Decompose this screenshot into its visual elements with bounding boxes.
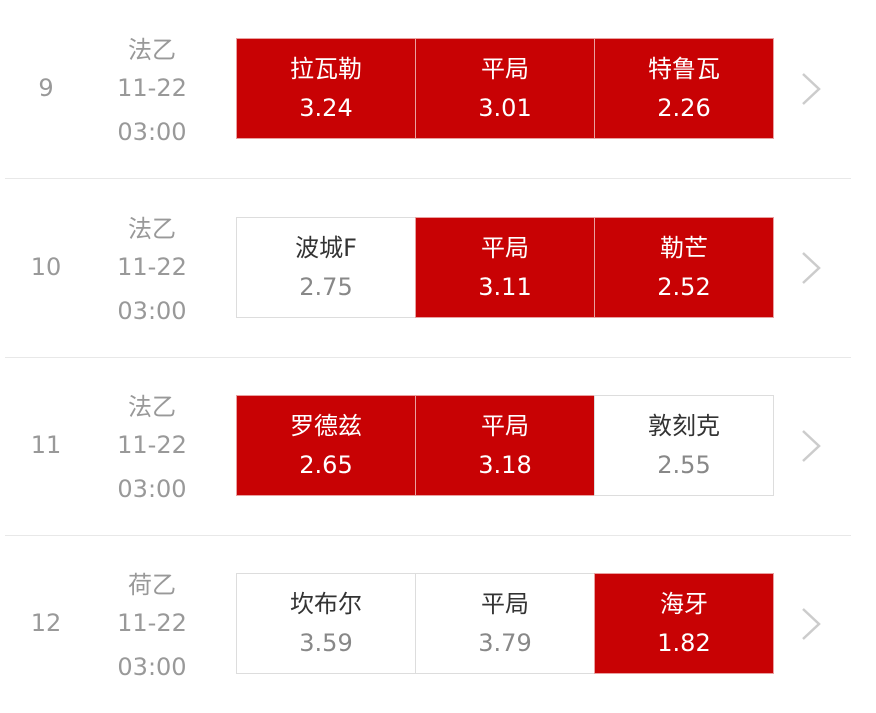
option-label: 平局 bbox=[481, 412, 529, 440]
option-odds: 3.59 bbox=[299, 629, 353, 657]
odds-option[interactable]: 勒芒 2.52 bbox=[594, 217, 774, 318]
chevron-right-icon[interactable] bbox=[800, 429, 822, 463]
option-odds: 1.82 bbox=[657, 629, 711, 657]
match-number: 12 bbox=[30, 609, 62, 637]
odds-option[interactable]: 平局 3.01 bbox=[415, 38, 595, 139]
chevron-right-icon[interactable] bbox=[800, 251, 822, 285]
option-label: 平局 bbox=[481, 55, 529, 83]
odds-option[interactable]: 敦刻克 2.55 bbox=[594, 395, 774, 496]
odds-option[interactable]: 平局 3.18 bbox=[415, 395, 595, 496]
match-row: 11 法乙 11-22 03:00 罗德兹 2.65 平局 3.18 敦刻克 2… bbox=[0, 357, 876, 536]
odds-group: 波城F 2.75 平局 3.11 勒芒 2.52 bbox=[236, 217, 774, 318]
match-date: 11-22 bbox=[117, 253, 187, 281]
match-date: 11-22 bbox=[117, 431, 187, 459]
option-label: 坎布尔 bbox=[290, 590, 362, 618]
match-date: 11-22 bbox=[117, 74, 187, 102]
odds-option[interactable]: 特鲁瓦 2.26 bbox=[594, 38, 774, 139]
odds-option[interactable]: 拉瓦勒 3.24 bbox=[236, 38, 416, 139]
match-number: 10 bbox=[30, 253, 62, 281]
odds-option[interactable]: 海牙 1.82 bbox=[594, 573, 774, 674]
match-time: 03:00 bbox=[117, 118, 187, 146]
option-odds: 2.26 bbox=[657, 94, 711, 122]
option-odds: 2.55 bbox=[657, 451, 711, 479]
row-divider bbox=[5, 535, 851, 536]
option-label: 勒芒 bbox=[660, 234, 708, 262]
odds-option[interactable]: 波城F 2.75 bbox=[236, 217, 416, 318]
odds-group: 拉瓦勒 3.24 平局 3.01 特鲁瓦 2.26 bbox=[236, 38, 774, 139]
option-odds: 3.11 bbox=[478, 273, 532, 301]
option-odds: 3.01 bbox=[478, 94, 532, 122]
match-date: 11-22 bbox=[117, 609, 187, 637]
match-time: 03:00 bbox=[117, 297, 187, 325]
match-time: 03:00 bbox=[117, 653, 187, 681]
option-odds: 2.65 bbox=[299, 451, 353, 479]
option-label: 罗德兹 bbox=[290, 412, 362, 440]
league-name: 法乙 bbox=[128, 393, 176, 421]
option-odds: 2.52 bbox=[657, 273, 711, 301]
match-row: 9 法乙 11-22 03:00 拉瓦勒 3.24 平局 3.01 特鲁瓦 2.… bbox=[0, 0, 876, 179]
option-label: 平局 bbox=[481, 234, 529, 262]
option-label: 敦刻克 bbox=[648, 412, 720, 440]
odds-group: 坎布尔 3.59 平局 3.79 海牙 1.82 bbox=[236, 573, 774, 674]
league-name: 荷乙 bbox=[128, 571, 176, 599]
row-divider bbox=[5, 357, 851, 358]
league-name: 法乙 bbox=[128, 36, 176, 64]
match-row: 12 荷乙 11-22 03:00 坎布尔 3.59 平局 3.79 海牙 1.… bbox=[0, 535, 876, 713]
odds-option[interactable]: 平局 3.11 bbox=[415, 217, 595, 318]
match-time: 03:00 bbox=[117, 475, 187, 503]
match-row: 10 法乙 11-22 03:00 波城F 2.75 平局 3.11 勒芒 2.… bbox=[0, 179, 876, 358]
option-odds: 3.18 bbox=[478, 451, 532, 479]
match-number: 9 bbox=[38, 74, 54, 102]
option-label: 特鲁瓦 bbox=[648, 55, 720, 83]
chevron-right-icon[interactable] bbox=[800, 72, 822, 106]
option-odds: 3.79 bbox=[478, 629, 532, 657]
odds-option[interactable]: 罗德兹 2.65 bbox=[236, 395, 416, 496]
option-odds: 2.75 bbox=[299, 273, 353, 301]
league-name: 法乙 bbox=[128, 215, 176, 243]
option-label: 海牙 bbox=[660, 590, 708, 618]
option-odds: 3.24 bbox=[299, 94, 353, 122]
odds-group: 罗德兹 2.65 平局 3.18 敦刻克 2.55 bbox=[236, 395, 774, 496]
match-number: 11 bbox=[30, 431, 62, 459]
odds-option[interactable]: 平局 3.79 bbox=[415, 573, 595, 674]
option-label: 平局 bbox=[481, 590, 529, 618]
option-label: 波城F bbox=[295, 234, 357, 262]
odds-option[interactable]: 坎布尔 3.59 bbox=[236, 573, 416, 674]
row-divider bbox=[5, 178, 851, 179]
chevron-right-icon[interactable] bbox=[800, 607, 822, 641]
option-label: 拉瓦勒 bbox=[290, 55, 362, 83]
